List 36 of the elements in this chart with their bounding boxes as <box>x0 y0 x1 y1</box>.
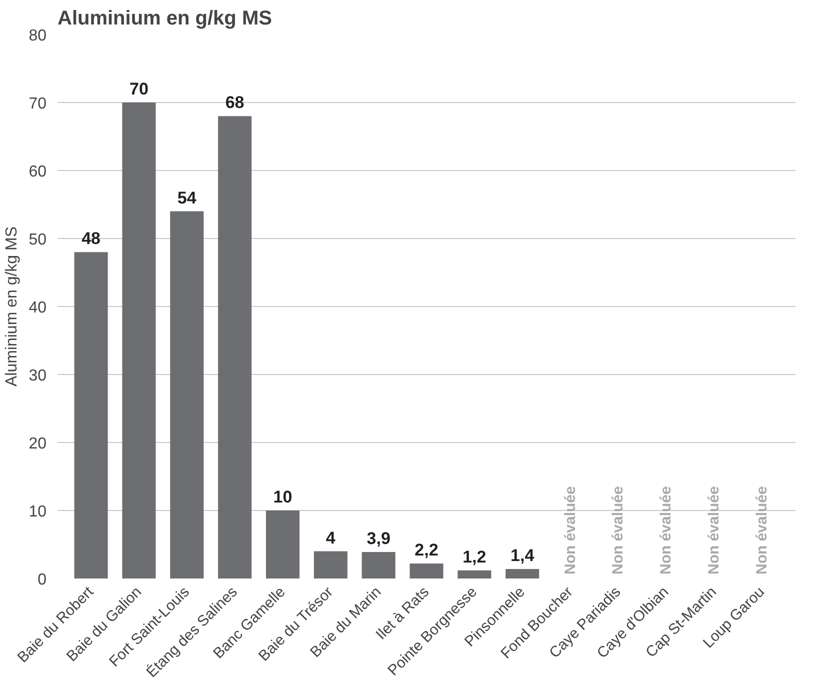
y-tick-label: 20 <box>28 436 47 452</box>
chart-title: Aluminium en g/kg MS <box>58 8 272 30</box>
bar <box>218 116 252 578</box>
data-label: 68 <box>225 93 244 112</box>
bar <box>506 568 540 578</box>
y-tick-label: 0 <box>38 572 47 588</box>
bar <box>266 510 300 578</box>
text: Non évaluée <box>610 486 627 574</box>
bar <box>314 551 348 578</box>
bar <box>362 552 396 578</box>
y-tick-label: 50 <box>28 232 47 248</box>
y-tick-label: 10 <box>28 504 47 520</box>
data-label: 4 <box>326 528 336 548</box>
data-label: 3,9 <box>366 528 390 548</box>
data-label: 54 <box>177 188 197 208</box>
text: Non évaluée <box>753 486 770 574</box>
data-label: 2,2 <box>414 540 438 560</box>
data-label: 10 <box>273 488 292 506</box>
y-tick-label: 70 <box>28 96 47 112</box>
y-tick-label: 30 <box>28 368 47 384</box>
y-tick-label: 60 <box>28 164 47 180</box>
bar <box>170 211 204 578</box>
y-axis-title: Aluminium en g/kg MS <box>4 226 21 387</box>
data-label: 70 <box>130 80 148 98</box>
bar <box>122 102 156 578</box>
text: Non évaluée <box>706 486 723 574</box>
data-label: 48 <box>82 229 101 248</box>
bar <box>74 252 108 578</box>
data-label: 1,4 <box>510 546 535 565</box>
text: Non évaluée <box>562 486 579 574</box>
bar <box>458 570 492 578</box>
data-label: 1,2 <box>462 547 486 566</box>
y-tick-label: 80 <box>28 28 47 44</box>
text: Non évaluée <box>658 486 675 574</box>
bar <box>410 564 444 578</box>
y-tick-label: 40 <box>28 300 47 316</box>
